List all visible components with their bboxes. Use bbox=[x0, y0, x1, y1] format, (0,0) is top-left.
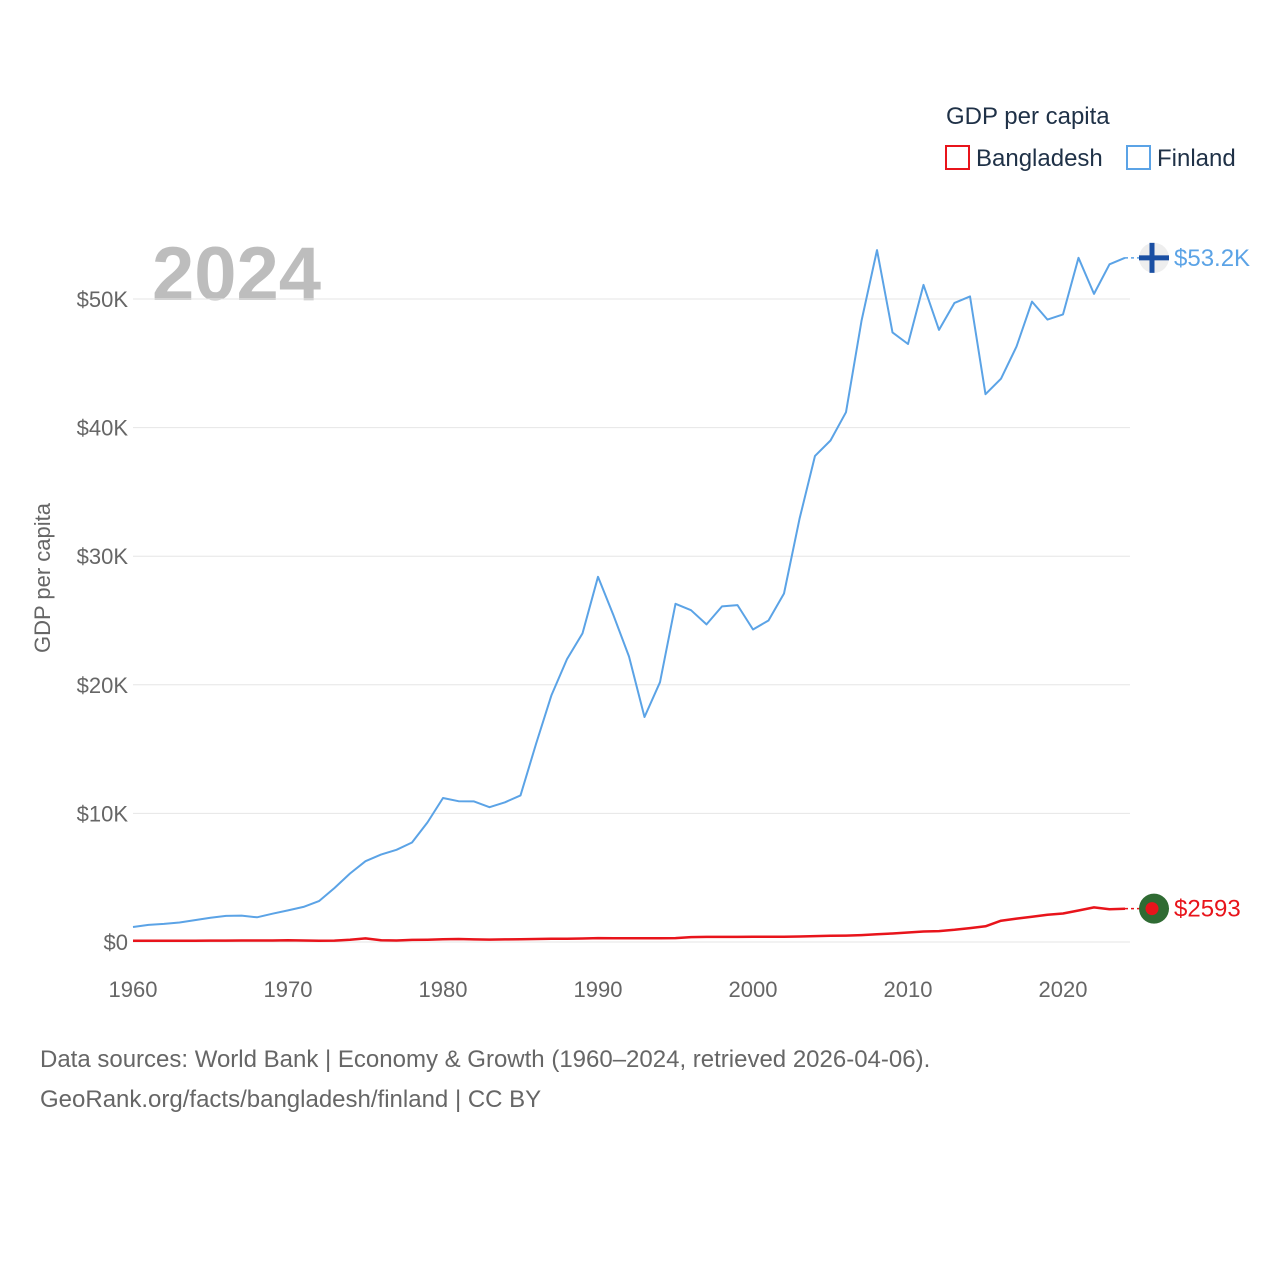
x-tick-label: 2020 bbox=[1039, 977, 1088, 1002]
footer: Data sources: World Bank | Economy & Gro… bbox=[40, 1040, 1240, 1120]
legend-title: GDP per capita bbox=[946, 103, 1110, 130]
legend-label-bangladesh[interactable]: Bangladesh bbox=[976, 145, 1103, 172]
legend-swatch-finland[interactable] bbox=[1126, 145, 1151, 170]
y-tick-label: $10K bbox=[77, 801, 129, 826]
y-axis-ticks: $0 $10K $20K $30K $40K $50K bbox=[77, 287, 129, 955]
gdp-per-capita-chart: GDP per capita Bangladesh Finland 2024 G… bbox=[30, 103, 1250, 1002]
x-tick-label: 2000 bbox=[729, 977, 778, 1002]
y-tick-label: $0 bbox=[104, 930, 128, 955]
x-tick-label: 1980 bbox=[419, 977, 468, 1002]
series-end-markers: $2593 $53.2K bbox=[1125, 242, 1250, 924]
x-tick-label: 1990 bbox=[574, 977, 623, 1002]
y-tick-label: $50K bbox=[77, 287, 129, 312]
legend-label-finland[interactable]: Finland bbox=[1157, 145, 1236, 172]
x-tick-label: 2010 bbox=[884, 977, 933, 1002]
series-lines bbox=[132, 249, 1126, 943]
y-tick-label: $30K bbox=[77, 544, 129, 569]
end-label-finland: $53.2K bbox=[1174, 245, 1250, 272]
footer-sources: Data sources: World Bank | Economy & Gro… bbox=[40, 1046, 931, 1073]
y-tick-label: $40K bbox=[77, 416, 129, 441]
y-tick-label: $20K bbox=[77, 673, 129, 698]
year-watermark: 2024 bbox=[152, 232, 321, 317]
legend-swatch-bangladesh[interactable] bbox=[945, 145, 970, 170]
end-label-bangladesh: $2593 bbox=[1174, 896, 1241, 923]
gridlines bbox=[133, 298, 1130, 943]
legend: GDP per capita Bangladesh Finland bbox=[945, 103, 1236, 172]
bangladesh-flag-icon bbox=[1139, 893, 1169, 924]
x-axis-ticks: 1960 1970 1980 1990 2000 2010 2020 bbox=[109, 977, 1088, 1002]
x-tick-label: 1970 bbox=[264, 977, 313, 1002]
flag-disc bbox=[1145, 902, 1159, 916]
finland-flag-icon bbox=[1139, 242, 1169, 273]
series-line-finland[interactable] bbox=[132, 249, 1126, 928]
x-tick-label: 1960 bbox=[109, 977, 158, 1002]
flag-cross-v bbox=[1149, 242, 1155, 273]
footer-link[interactable]: GeoRank.org/facts/bangladesh/finland | C… bbox=[40, 1086, 542, 1113]
series-line-bangladesh[interactable] bbox=[133, 906, 1126, 943]
y-axis-title: GDP per capita bbox=[30, 502, 55, 653]
